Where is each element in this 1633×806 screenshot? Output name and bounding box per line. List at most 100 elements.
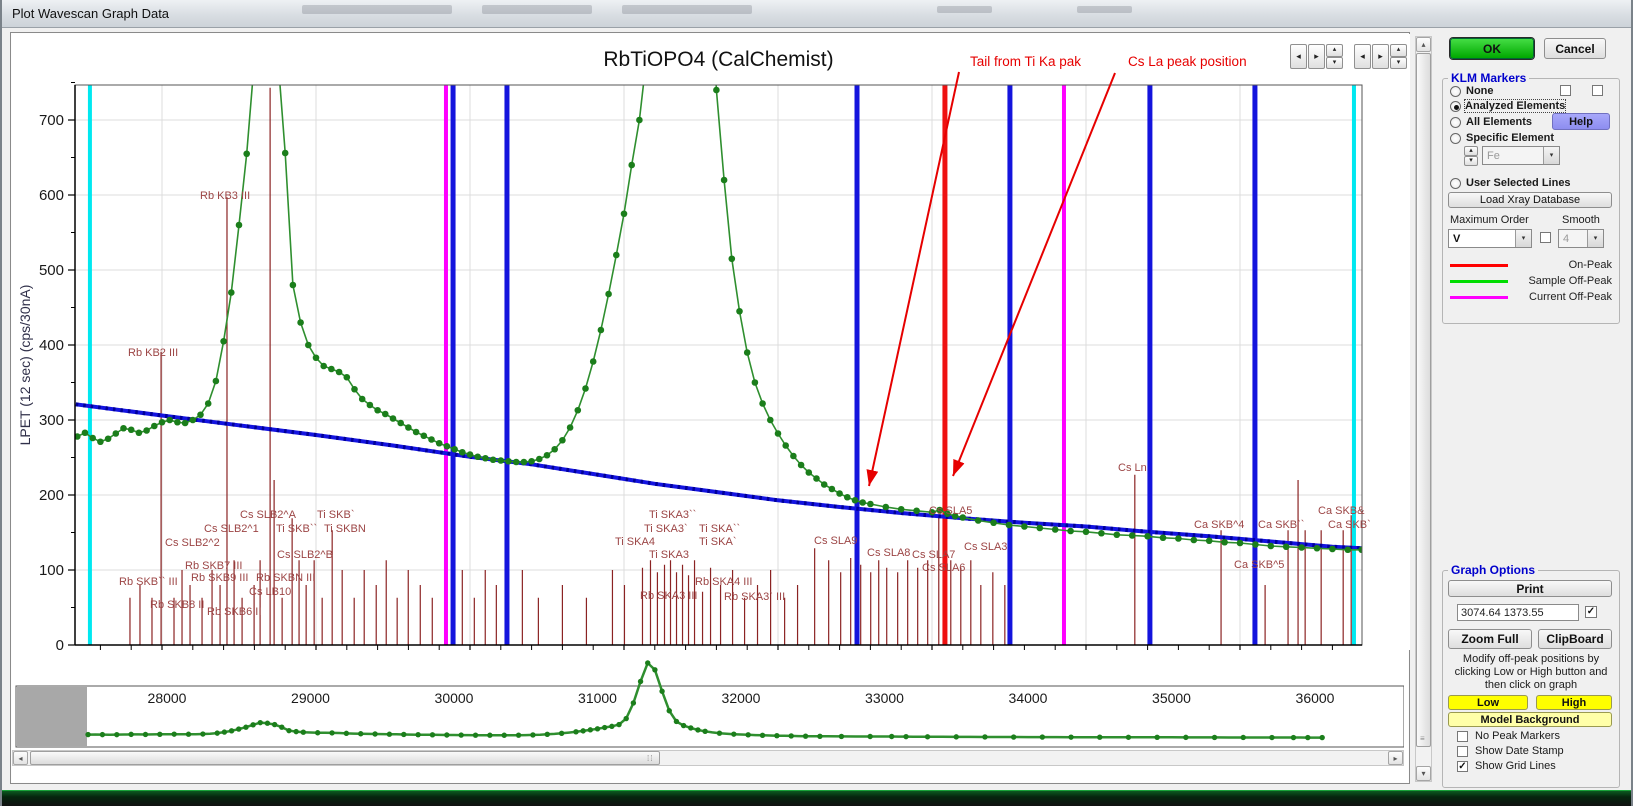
svg-text:Ca SKB^5: Ca SKB^5 <box>1234 559 1284 571</box>
svg-text:Cs SLB2^2: Cs SLB2^2 <box>165 537 220 549</box>
svg-text:28000: 28000 <box>148 690 187 706</box>
radio-none[interactable] <box>1450 86 1461 97</box>
svg-text:Cs SLA6: Cs SLA6 <box>922 562 965 574</box>
pan-left-icon[interactable]: ◂ <box>1290 44 1307 69</box>
radio-analyzed-elements[interactable] <box>1450 101 1461 112</box>
background-window-artifact <box>302 5 452 14</box>
on-peak-legend-line <box>1450 264 1508 267</box>
high-button[interactable]: High <box>1536 695 1612 710</box>
svg-text:Rb SKB6 II: Rb SKB6 II <box>207 606 261 618</box>
clipboard-button[interactable]: ClipBoard <box>1538 629 1612 649</box>
ok-button[interactable]: OK <box>1450 38 1534 59</box>
coordinates-checkbox[interactable]: ✓ <box>1585 606 1597 618</box>
pan-right-icon[interactable]: ▸ <box>1308 44 1325 69</box>
svg-text:300: 300 <box>39 412 64 429</box>
svg-text:Ti SKA3`: Ti SKA3` <box>644 523 688 535</box>
scroll-right-icon[interactable]: ▸ <box>1388 751 1403 765</box>
smooth-label: Smooth <box>1562 214 1600 226</box>
current-off-peak-legend-line <box>1450 296 1508 299</box>
no-peak-markers-checkbox[interactable] <box>1457 731 1468 742</box>
sample-off-peak-legend-line <box>1450 280 1508 283</box>
offpeak-info-line3: then click on graph <box>1484 679 1578 691</box>
radio-all-elements[interactable] <box>1450 117 1461 128</box>
help-button[interactable]: Help <box>1552 113 1610 130</box>
svg-text:Cs LB10: Cs LB10 <box>249 586 291 598</box>
element-spin-down-icon[interactable]: ▾ <box>1464 156 1478 166</box>
radio-user-selected-lines-label[interactable]: User Selected Lines <box>1466 177 1571 189</box>
svg-text:Cs La peak position: Cs La peak position <box>1128 54 1247 69</box>
radio-analyzed-elements-label[interactable]: Analyzed Elements <box>1463 99 1567 113</box>
scrollbar-thumb[interactable]: ⁞⁞ <box>30 751 660 765</box>
no-peak-markers-label: No Peak Markers <box>1475 730 1560 742</box>
svg-text:Cs SLA9: Cs SLA9 <box>814 535 857 547</box>
radio-none-label[interactable]: None <box>1466 85 1494 97</box>
horizontal-scrollbar[interactable]: ◂ ⁞⁞ ▸ <box>12 750 1404 766</box>
cancel-button[interactable]: Cancel <box>1544 38 1606 59</box>
svg-text:Cs SLA5: Cs SLA5 <box>929 505 972 517</box>
background-window-artifact <box>482 5 592 14</box>
svg-text:Rb SKA3` III: Rb SKA3` III <box>724 591 785 603</box>
vertical-scrollbar[interactable]: ▴ ≡ ▾ <box>1415 36 1432 782</box>
scrollbar-thumb[interactable]: ≡ <box>1416 53 1431 747</box>
cursor-coordinates-field[interactable]: 3074.64 1373.55 <box>1457 604 1579 621</box>
show-date-stamp-checkbox[interactable] <box>1457 746 1468 757</box>
radio-specific-element-label[interactable]: Specific Element <box>1466 132 1555 144</box>
spin-down-icon[interactable]: ▾ <box>1390 56 1407 69</box>
zoom-full-button[interactable]: Zoom Full <box>1448 629 1532 649</box>
on-peak-legend-label: On-Peak <box>1568 259 1612 271</box>
klm-markers-group <box>1442 78 1620 324</box>
svg-text:Tail from Ti Ka pak: Tail from Ti Ka pak <box>970 54 1081 69</box>
svg-text:Ca SKB^4: Ca SKB^4 <box>1194 519 1244 531</box>
radio-user-selected-lines[interactable] <box>1450 178 1461 189</box>
pan-right-icon[interactable]: ▸ <box>1372 44 1389 69</box>
plot-pan-control-1: ◂ ▸ ▴ ▾ <box>1290 44 1343 69</box>
maximum-order-label: Maximum Order <box>1450 214 1529 226</box>
radio-all-elements-label[interactable]: All Elements <box>1466 116 1533 128</box>
svg-text:Ti SKA3: Ti SKA3 <box>649 549 689 561</box>
background-window-artifact <box>622 5 752 14</box>
svg-text:Rb SKB8 II: Rb SKB8 II <box>150 599 204 611</box>
spin-up-icon[interactable]: ▴ <box>1326 44 1343 57</box>
svg-text:36000: 36000 <box>1296 690 1335 706</box>
scroll-down-icon[interactable]: ▾ <box>1416 766 1431 781</box>
wavescan-chart[interactable]: 2800029000300003100032000330003400035000… <box>12 34 1410 650</box>
specific-element-select[interactable]: Fe ▾ <box>1482 146 1560 165</box>
svg-text:Cs SLA3: Cs SLA3 <box>964 541 1007 553</box>
pan-left-icon[interactable]: ◂ <box>1354 44 1371 69</box>
svg-text:Cs SLA7: Cs SLA7 <box>912 549 955 561</box>
svg-text:Ca SKB`: Ca SKB` <box>1328 519 1371 531</box>
sample-off-peak-legend-label: Sample Off-Peak <box>1528 275 1612 287</box>
svg-text:Rb SKA4 III: Rb SKA4 III <box>695 576 752 588</box>
smooth-checkbox[interactable] <box>1540 232 1551 243</box>
spin-down-icon[interactable]: ▾ <box>1326 56 1343 69</box>
load-xray-database-button[interactable]: Load Xray Database <box>1448 192 1612 208</box>
overview-chart[interactable]: 28000 29000 30000 31000 32000 33000 34000 35000… <box>12 658 1404 748</box>
svg-text:Rb SKBN III: Rb SKBN III <box>256 572 315 584</box>
svg-text:LPET (12 sec) (cps/30nA): LPET (12 sec) (cps/30nA) <box>17 285 33 446</box>
spin-up-icon[interactable]: ▴ <box>1390 44 1407 57</box>
svg-text:Ti SKB`: Ti SKB` <box>317 509 355 521</box>
window-title: Plot Wavescan Graph Data <box>12 6 170 21</box>
scroll-up-icon[interactable]: ▴ <box>1416 37 1431 52</box>
model-background-button[interactable]: Model Background <box>1448 712 1612 727</box>
radio-specific-element[interactable] <box>1450 133 1461 144</box>
svg-text:33000: 33000 <box>865 690 904 706</box>
background-window-artifact <box>937 6 992 13</box>
show-grid-lines-checkbox[interactable]: ✓ <box>1457 761 1468 772</box>
svg-text:Cs SLB2^B: Cs SLB2^B <box>277 549 333 561</box>
window-titlebar[interactable]: Plot Wavescan Graph Data <box>2 0 1631 28</box>
svg-text:0: 0 <box>56 637 64 650</box>
svg-text:Rb KB3 III: Rb KB3 III <box>200 190 250 202</box>
scroll-left-icon[interactable]: ◂ <box>13 751 28 765</box>
svg-text:Cs Ln: Cs Ln <box>1118 462 1147 474</box>
svg-text:Rb KB2 III: Rb KB2 III <box>128 347 178 359</box>
low-button[interactable]: Low <box>1448 695 1528 710</box>
maximum-order-select[interactable]: V ▾ <box>1448 229 1532 248</box>
smooth-select[interactable]: 4 ▾ <box>1558 229 1604 248</box>
element-spin-up-icon[interactable]: ▴ <box>1464 146 1478 156</box>
window-bottom-edge <box>2 790 1631 806</box>
print-button[interactable]: Print <box>1448 580 1612 597</box>
none-checkbox-1[interactable] <box>1560 85 1571 96</box>
none-checkbox-2[interactable] <box>1592 85 1603 96</box>
svg-text:32000: 32000 <box>722 690 761 706</box>
